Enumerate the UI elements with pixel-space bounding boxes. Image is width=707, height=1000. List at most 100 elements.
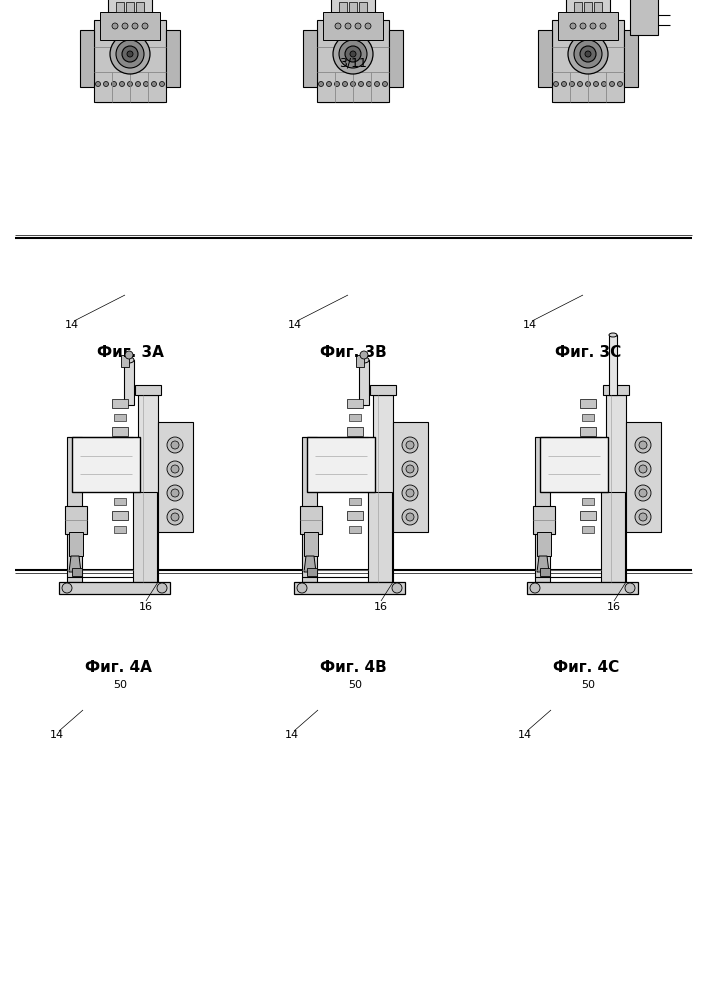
Bar bbox=[69, 532, 83, 556]
Bar bbox=[114, 442, 126, 449]
Circle shape bbox=[602, 82, 607, 87]
Circle shape bbox=[406, 489, 414, 497]
Text: 50: 50 bbox=[113, 680, 127, 690]
Circle shape bbox=[318, 82, 324, 87]
Bar bbox=[368, 492, 392, 582]
Circle shape bbox=[392, 583, 402, 593]
Ellipse shape bbox=[319, 75, 387, 93]
Bar bbox=[294, 582, 405, 594]
Circle shape bbox=[358, 82, 363, 87]
Circle shape bbox=[151, 82, 156, 87]
Circle shape bbox=[561, 82, 566, 87]
Bar bbox=[303, 30, 317, 87]
Bar bbox=[114, 470, 126, 477]
Bar bbox=[359, 360, 369, 405]
Bar bbox=[347, 427, 363, 436]
Circle shape bbox=[142, 23, 148, 29]
Bar bbox=[72, 568, 82, 576]
Circle shape bbox=[119, 82, 124, 87]
Circle shape bbox=[554, 82, 559, 87]
Circle shape bbox=[578, 82, 583, 87]
Bar bbox=[349, 2, 357, 12]
Bar bbox=[349, 414, 361, 421]
Circle shape bbox=[402, 461, 418, 477]
Circle shape bbox=[406, 441, 414, 449]
Bar bbox=[606, 395, 626, 582]
Circle shape bbox=[132, 23, 138, 29]
Bar bbox=[624, 30, 638, 87]
Circle shape bbox=[167, 437, 183, 453]
Circle shape bbox=[342, 82, 348, 87]
Bar bbox=[584, 2, 592, 12]
Bar bbox=[389, 30, 403, 87]
Circle shape bbox=[382, 82, 387, 87]
Text: 16: 16 bbox=[139, 602, 153, 612]
Circle shape bbox=[568, 34, 608, 74]
Circle shape bbox=[297, 583, 307, 593]
Circle shape bbox=[122, 46, 138, 62]
Text: 14: 14 bbox=[65, 320, 79, 330]
Text: 14: 14 bbox=[523, 320, 537, 330]
Circle shape bbox=[639, 465, 647, 473]
Bar bbox=[100, 12, 160, 40]
Bar bbox=[349, 470, 361, 477]
Bar bbox=[603, 385, 629, 395]
Bar bbox=[347, 399, 363, 408]
Bar bbox=[94, 20, 166, 102]
Bar bbox=[112, 399, 128, 408]
Ellipse shape bbox=[609, 333, 617, 337]
Bar bbox=[126, 2, 134, 12]
Circle shape bbox=[112, 82, 117, 87]
Circle shape bbox=[600, 23, 606, 29]
Bar bbox=[347, 511, 363, 520]
Bar bbox=[601, 492, 625, 582]
Bar bbox=[114, 498, 126, 505]
Circle shape bbox=[580, 46, 596, 62]
Text: 14: 14 bbox=[50, 730, 64, 740]
Circle shape bbox=[122, 23, 128, 29]
Polygon shape bbox=[537, 556, 549, 572]
Circle shape bbox=[570, 23, 576, 29]
Circle shape bbox=[327, 82, 332, 87]
Circle shape bbox=[127, 82, 132, 87]
Bar bbox=[112, 483, 128, 492]
Circle shape bbox=[167, 485, 183, 501]
Circle shape bbox=[160, 82, 165, 87]
Bar bbox=[626, 422, 661, 532]
Circle shape bbox=[171, 513, 179, 521]
Bar bbox=[349, 498, 361, 505]
Circle shape bbox=[635, 461, 651, 477]
Circle shape bbox=[110, 34, 150, 74]
Circle shape bbox=[157, 583, 167, 593]
Circle shape bbox=[375, 82, 380, 87]
Bar bbox=[535, 437, 550, 582]
Bar bbox=[65, 506, 87, 534]
Bar bbox=[347, 455, 363, 464]
Circle shape bbox=[406, 465, 414, 473]
Circle shape bbox=[625, 583, 635, 593]
Circle shape bbox=[402, 509, 418, 525]
Bar bbox=[307, 437, 375, 492]
Text: 14: 14 bbox=[288, 320, 302, 330]
Circle shape bbox=[593, 82, 599, 87]
Bar bbox=[554, 84, 622, 102]
Ellipse shape bbox=[124, 357, 134, 363]
Bar bbox=[121, 355, 129, 367]
Circle shape bbox=[590, 23, 596, 29]
Circle shape bbox=[639, 489, 647, 497]
Bar bbox=[158, 422, 193, 532]
Ellipse shape bbox=[359, 357, 369, 363]
Text: Фиг. 3C: Фиг. 3C bbox=[555, 345, 621, 360]
Circle shape bbox=[355, 23, 361, 29]
Bar bbox=[80, 30, 94, 87]
Bar bbox=[112, 455, 128, 464]
Bar bbox=[582, 526, 594, 533]
Bar bbox=[112, 427, 128, 436]
Bar bbox=[582, 498, 594, 505]
Bar bbox=[580, 511, 596, 520]
Bar bbox=[114, 526, 126, 533]
Circle shape bbox=[339, 40, 367, 68]
Text: Фиг. 3A: Фиг. 3A bbox=[97, 345, 163, 360]
Circle shape bbox=[635, 485, 651, 501]
Text: 14: 14 bbox=[518, 730, 532, 740]
